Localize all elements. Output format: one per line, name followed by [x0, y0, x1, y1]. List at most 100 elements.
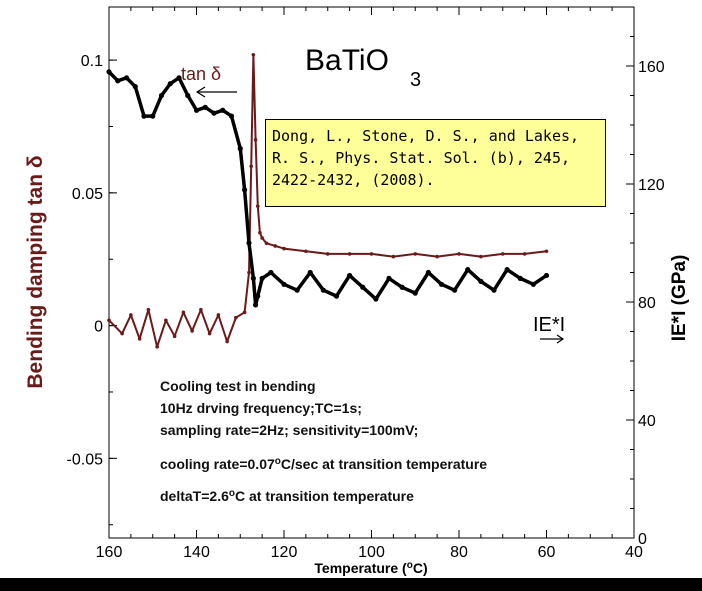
ie-point	[220, 107, 226, 113]
tan-delta-point	[216, 313, 221, 317]
x-title: Temperature (oC)	[314, 560, 427, 576]
ie-point	[237, 146, 243, 152]
ie-point	[202, 104, 208, 110]
y-left-tick-label: 0.05	[72, 186, 103, 203]
tan-delta-point	[129, 313, 133, 317]
ie-point	[281, 281, 287, 287]
ie-point	[294, 287, 300, 293]
ie-point	[478, 278, 484, 284]
tan-delta-point	[247, 270, 251, 275]
tan-delta-point	[225, 339, 229, 344]
ie-point	[412, 290, 418, 296]
tan-delta-point	[544, 249, 549, 254]
tan-delta-point	[190, 329, 194, 333]
tan-delta-point	[391, 254, 396, 259]
tan-delta-point	[120, 331, 124, 336]
ie-point	[452, 287, 458, 293]
ie-point	[530, 281, 536, 287]
ie-point	[242, 187, 248, 193]
ie-point	[252, 302, 259, 308]
ie-point	[167, 81, 173, 87]
tan-delta-point	[457, 252, 461, 256]
tan-delta-point	[255, 204, 260, 208]
ie-point	[517, 275, 523, 281]
tan-delta-point	[522, 252, 527, 256]
tan-delta-point	[273, 244, 278, 248]
x-tick-label: 60	[538, 544, 556, 561]
chart-canvas: 160 140 120 100 80 60 40 0.1 0.05 0 -0.05 160 120 80 4…	[0, 0, 702, 578]
left-arrow-icon	[195, 86, 237, 98]
x-tick-label: 120	[271, 544, 298, 561]
ie-point	[543, 272, 550, 279]
tan-delta-point	[234, 315, 238, 320]
tan-delta-series	[108, 53, 547, 348]
tan-delta-label: tan δ	[181, 64, 221, 84]
ie-point	[132, 84, 138, 90]
tan-delta-point	[155, 345, 159, 349]
note-line-1: Cooling test in bending	[160, 378, 316, 394]
axis-ticks: 160 140 120 100 80 60 40 0.1 0.05 0 -0.05 160 120 80 4…	[67, 7, 665, 561]
note-line-4: cooling rate=0.07oC/sec at transition te…	[160, 456, 487, 472]
y-right-tick-label: 0	[638, 531, 647, 548]
tan-delta-point	[242, 310, 247, 315]
tan-delta-point	[199, 307, 203, 312]
y-right-title: IE*I (GPa)	[669, 255, 690, 342]
right-arrow-icon	[540, 334, 565, 344]
tan-delta-point	[107, 318, 111, 323]
chart-svg: 160 140 120 100 80 60 40 0.1 0.05 0 -0.05 160 120 80 4…	[24, 6, 690, 576]
ie-point	[438, 281, 445, 287]
ie-point	[268, 269, 274, 276]
y-left-title: Bending damping tan δ	[24, 155, 47, 388]
series-group	[106, 52, 550, 349]
ie-point	[185, 92, 191, 99]
tan-delta-point	[253, 137, 258, 142]
ie-point	[246, 240, 252, 246]
note-line-5: deltaT=2.6oC at transition temperature	[160, 488, 414, 504]
ie-point	[259, 275, 265, 281]
note-line-3: sampling rate=2Hz; sensitivity=100mV;	[160, 422, 418, 438]
ie-point	[347, 272, 353, 279]
ie-point	[333, 293, 340, 299]
ie-point	[307, 269, 313, 276]
bottom-bar	[0, 578, 702, 591]
ie-point	[115, 78, 121, 84]
tan-delta-point	[479, 254, 483, 259]
ie-label: IE*I	[533, 314, 565, 336]
tan-delta-point	[325, 252, 330, 256]
ie-point	[504, 266, 510, 273]
ie-point	[373, 296, 379, 302]
y-right-tick-label: 120	[638, 177, 665, 194]
chart-title-subscript: 3	[410, 69, 421, 91]
tan-delta-point	[347, 252, 352, 256]
citation-box: Dong, L., Stone, D. S., and Lakes, R. S.…	[265, 119, 606, 207]
tan-delta-point	[282, 246, 286, 251]
ie-point	[320, 287, 326, 293]
tan-delta-point	[435, 254, 439, 259]
y-left-tick-label: 0.1	[81, 53, 103, 70]
x-tick-label: 160	[96, 544, 123, 561]
tan-delta-point	[413, 252, 418, 256]
ie-point	[465, 266, 471, 273]
ie-point	[386, 275, 392, 281]
tan-delta-point	[304, 249, 308, 254]
tan-delta-point	[146, 307, 151, 312]
tan-delta-point	[164, 318, 168, 323]
ie-point	[158, 92, 165, 99]
ie-point	[176, 75, 182, 81]
ie-point	[425, 269, 431, 276]
ie-point	[141, 113, 147, 119]
x-tick-label: 40	[625, 544, 643, 561]
ie-point	[106, 69, 112, 75]
ie-point	[123, 75, 130, 81]
y-right-tick-label: 80	[638, 295, 656, 312]
ie-point	[491, 287, 497, 293]
ie-point	[255, 293, 261, 299]
y-left-tick-label: -0.05	[67, 451, 104, 468]
tan-delta-point	[500, 252, 505, 256]
y-left-tick-label: 0	[94, 319, 103, 336]
ie-point	[193, 107, 200, 113]
x-tick-label: 100	[358, 544, 385, 561]
x-tick-label: 80	[450, 544, 468, 561]
tan-delta-point	[251, 52, 256, 57]
tan-delta-point	[249, 164, 253, 169]
